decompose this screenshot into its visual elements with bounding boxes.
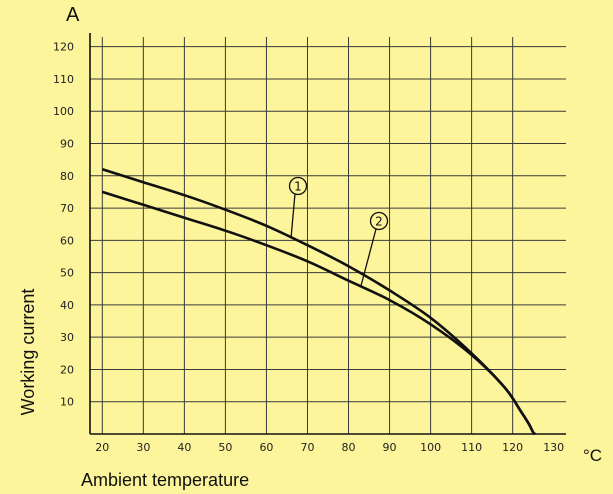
x-tick-label-40: 40 [177, 441, 191, 454]
y-tick-label-20: 20 [60, 363, 74, 376]
series-markers: 12 [288, 176, 389, 287]
x-tick-label-20: 20 [95, 441, 109, 454]
y-tick-label-40: 40 [60, 299, 74, 312]
series-2-marker-circle [369, 211, 389, 231]
y-tick-label-80: 80 [60, 170, 74, 183]
y-tick-label-50: 50 [60, 267, 74, 280]
axes [89, 33, 566, 435]
x-tick-label-90: 90 [383, 441, 397, 454]
y-tick-label-100: 100 [53, 105, 74, 118]
x-tick-label-30: 30 [136, 441, 150, 454]
tick-labels: 10 20 30 40 50 60 70 80 90 100 110 120 20 30 40 50 60 70 8… [53, 41, 564, 454]
x-tick-label-100: 100 [420, 441, 441, 454]
y-tick-label-110: 110 [53, 73, 74, 86]
curves [101, 168, 537, 436]
y-tick-label-90: 90 [60, 138, 74, 151]
x-tick-label-70: 70 [300, 441, 314, 454]
x-tick-label-130: 130 [543, 441, 564, 454]
series-2-line [101, 190, 537, 436]
series-1-marker-label: 1 [294, 180, 302, 194]
series-1-line [101, 168, 537, 436]
grid [90, 37, 566, 434]
x-tick-label-50: 50 [218, 441, 232, 454]
y-unit-label: A [66, 4, 80, 26]
series-2-marker-label: 2 [375, 215, 383, 229]
x-tick-label-80: 80 [342, 441, 356, 454]
x-tick-label-110: 110 [461, 441, 482, 454]
x-tick-label-60: 60 [259, 441, 273, 454]
y-tick-label-120: 120 [53, 41, 74, 54]
y-axis-title: Working current [18, 289, 38, 416]
x-tick-label-120: 120 [502, 441, 523, 454]
series-2-leader [360, 228, 377, 287]
y-tick-label-70: 70 [60, 202, 74, 215]
series-1-marker-circle [288, 176, 308, 196]
x-unit-label: °C [583, 446, 602, 465]
y-tick-label-10: 10 [60, 396, 74, 409]
y-tick-label-30: 30 [60, 331, 74, 344]
series-1-leader [290, 193, 296, 238]
x-axis-title: Ambient temperature [81, 470, 249, 490]
y-tick-label-60: 60 [60, 234, 74, 247]
